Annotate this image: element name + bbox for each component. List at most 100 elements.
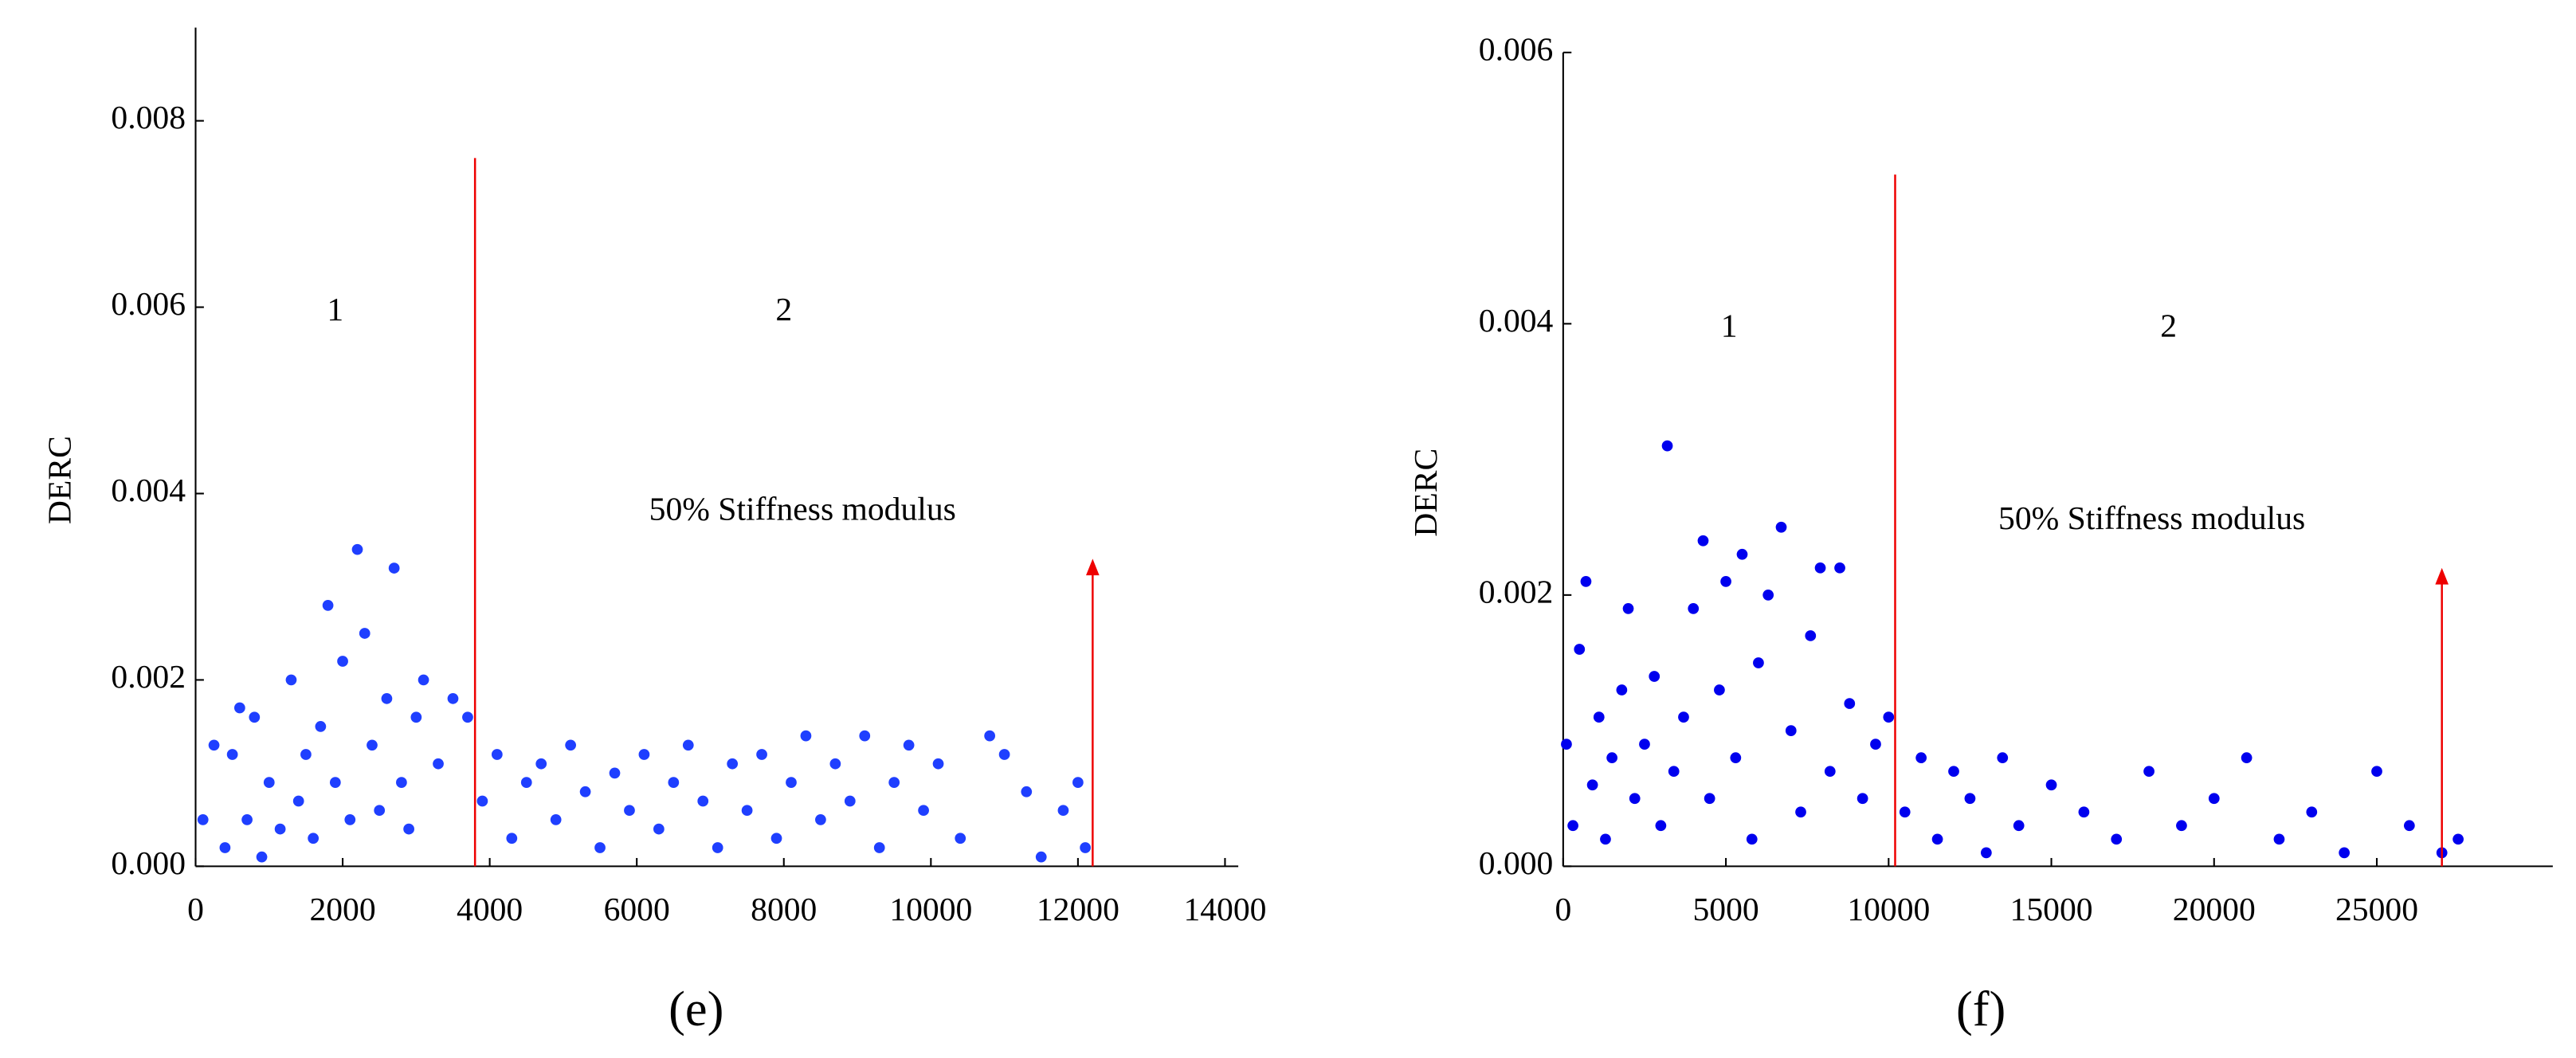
point [1616,684,1628,696]
point [829,758,841,770]
point [1931,833,1943,845]
point [1639,739,1650,750]
point [1661,440,1673,452]
point [1805,630,1817,641]
x-tick-label: 8000 [751,891,817,927]
point [462,711,473,723]
y-tick-label: 0.002 [1479,573,1554,609]
point [1736,548,1748,560]
point [1057,805,1069,817]
x-tick-label: 0 [1555,891,1571,927]
y-axis-label: DERC [1407,449,1444,537]
region-label: 1 [1721,308,1738,344]
point [1964,793,1976,805]
point [1834,562,1845,574]
x-tick-label: 5000 [1692,891,1759,927]
point [520,777,532,788]
point [2208,793,2220,805]
y-axis-label: DERC [41,436,78,524]
point [756,749,767,760]
point [1688,603,1700,614]
point [815,814,826,825]
region-label: 2 [775,291,792,327]
point [381,692,393,704]
point [2176,820,2187,832]
point [388,562,400,574]
point [1668,766,1680,778]
point [2452,833,2464,845]
point [329,777,341,788]
point [1857,793,1868,805]
point [197,814,209,825]
point [300,749,312,760]
point [403,823,414,835]
point [2339,847,2351,859]
point [903,739,915,751]
point [1072,777,1084,788]
caption: (e) [669,982,723,1036]
point [1730,752,1742,764]
point [770,833,782,844]
point [1567,820,1578,832]
point [219,842,231,853]
x-tick-label: 2000 [309,891,375,927]
point [1622,603,1634,614]
point [2371,766,2382,778]
point [249,711,261,723]
point [374,805,386,817]
x-tick-label: 4000 [457,891,523,927]
point [2273,833,2285,845]
point [1649,671,1660,682]
point [918,805,929,817]
point [1629,793,1641,805]
point [786,777,797,788]
point [579,786,591,797]
point [1844,698,1856,709]
point [712,842,723,853]
region-label: 1 [327,291,343,327]
caption: (f) [1956,982,2006,1036]
point [1606,752,1617,764]
point [2143,766,2155,778]
y-tick-label: 0.008 [111,99,186,135]
point [506,833,518,844]
point [1883,711,1895,723]
point [1704,793,1715,805]
point [1915,752,1927,764]
point [1899,806,1911,818]
point [433,758,444,770]
point [1997,752,2009,764]
point [1678,711,1689,723]
point [1795,806,1806,818]
point [1980,847,1992,859]
point [1948,766,1959,778]
point [1870,739,1881,750]
x-tick-label: 10000 [889,891,972,927]
x-tick-label: 10000 [1847,891,1930,927]
point [668,777,680,788]
y-tick-label: 0.004 [111,472,186,508]
y-tick-label: 0.002 [111,658,186,695]
point [337,656,348,667]
point [859,730,871,742]
point [1714,684,1725,696]
point [1035,851,1047,863]
point [208,739,220,751]
point [476,795,488,807]
x-tick-label: 12000 [1037,891,1119,927]
point [447,692,459,704]
point [998,749,1010,760]
x-tick-label: 25000 [2335,891,2418,927]
y-tick-label: 0.000 [111,844,186,881]
point [367,739,378,751]
point [263,777,275,788]
point [984,730,996,742]
x-tick-label: 6000 [604,891,670,927]
point [1753,657,1764,668]
point [1600,833,1611,845]
x-tick-label: 20000 [2173,891,2256,927]
point [697,795,709,807]
point [1720,575,1731,587]
point [955,833,966,844]
